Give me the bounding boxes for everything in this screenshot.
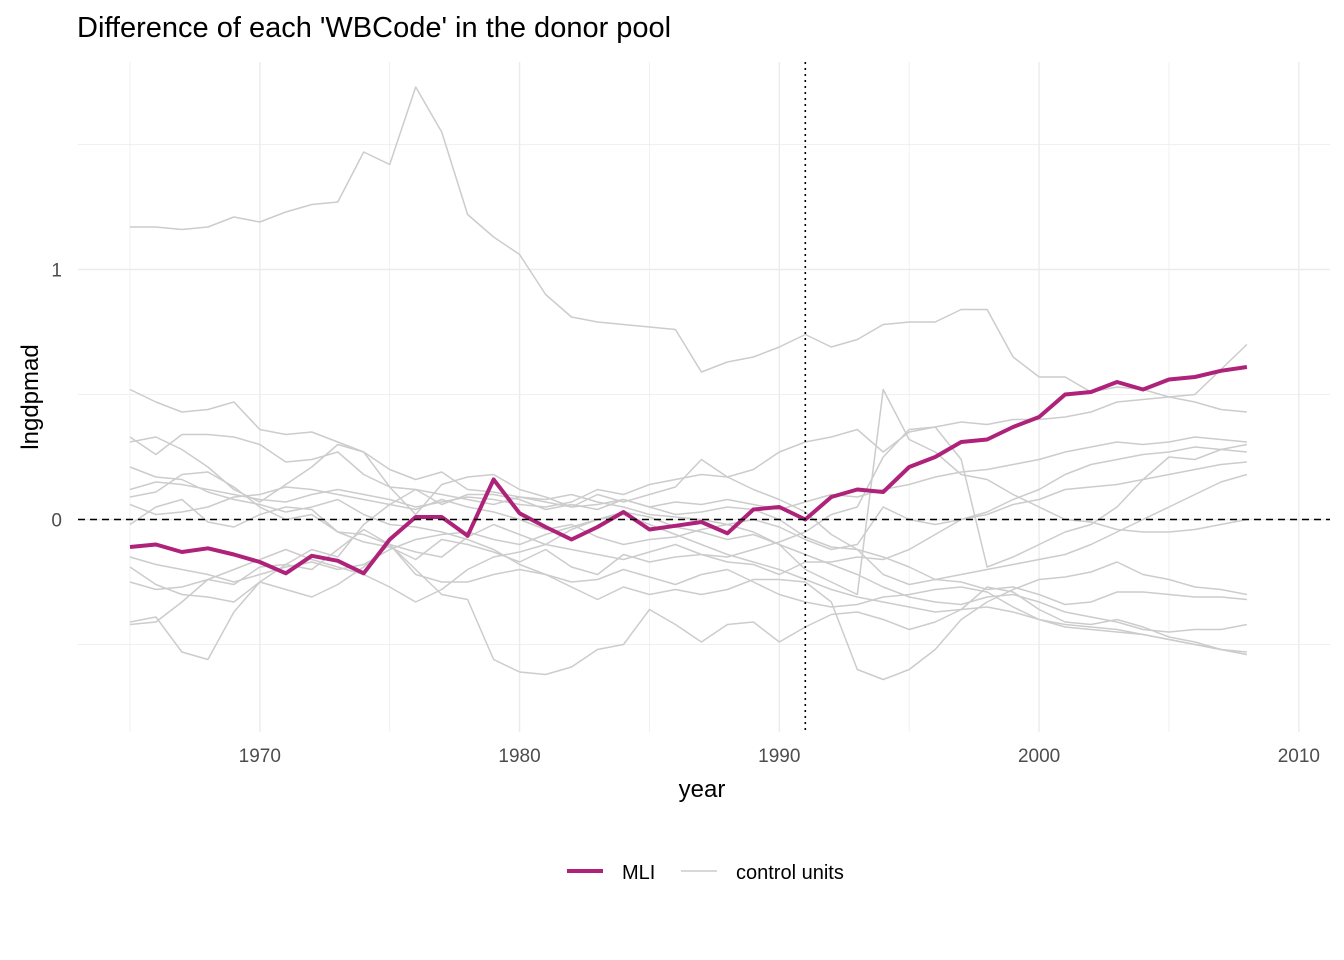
series-line-control-11 bbox=[129, 446, 1247, 551]
y-axis-title: lngdpmad bbox=[17, 344, 44, 449]
treated-series-group bbox=[129, 365, 1248, 576]
legend-label-mli: MLI bbox=[622, 862, 655, 884]
series-line-control-7 bbox=[129, 426, 1248, 603]
series-line-control-9 bbox=[129, 488, 1247, 626]
reference-lines bbox=[78, 62, 1330, 732]
series-line-mli bbox=[129, 365, 1248, 576]
series-line-control-10 bbox=[129, 436, 1248, 586]
series-line-control-6 bbox=[129, 498, 1248, 681]
series-line-control-14 bbox=[129, 513, 1247, 653]
grid-lines bbox=[78, 62, 1330, 732]
x-tick-label: 1980 bbox=[498, 746, 540, 767]
tick-labels: 1970 1980 1990 2000 2010 0 1 bbox=[51, 261, 1320, 768]
series-line-control-2 bbox=[129, 388, 1247, 511]
y-tick-label: 1 bbox=[51, 261, 62, 282]
x-tick-label: 1970 bbox=[239, 746, 281, 767]
x-axis-title: year bbox=[679, 776, 726, 803]
series-line-control-3 bbox=[129, 388, 1248, 596]
control-series-group bbox=[129, 86, 1248, 681]
x-tick-label: 2000 bbox=[1018, 746, 1060, 767]
x-tick-label: 2010 bbox=[1278, 746, 1320, 767]
series-line-control-12 bbox=[129, 511, 1248, 633]
chart-title: Difference of each 'WBCode' in the donor… bbox=[77, 12, 672, 44]
x-tick-label: 1990 bbox=[758, 746, 800, 767]
y-tick-label: 0 bbox=[51, 511, 62, 532]
series-line-control-1 bbox=[130, 86, 1247, 413]
series-line-control-4 bbox=[129, 466, 1248, 656]
series-line-control-13 bbox=[129, 343, 1248, 508]
series-line-control-5 bbox=[129, 528, 1248, 676]
legend: MLI control units bbox=[567, 862, 844, 884]
series-line-control-8 bbox=[129, 461, 1247, 576]
legend-label-control-units: control units bbox=[736, 862, 844, 884]
